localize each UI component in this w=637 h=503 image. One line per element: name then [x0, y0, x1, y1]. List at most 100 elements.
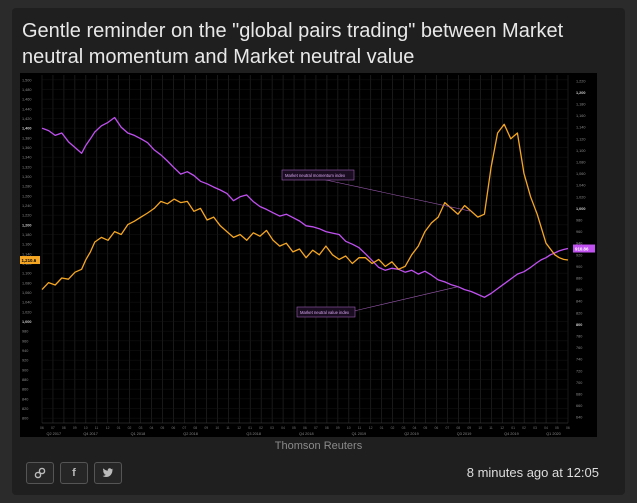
- twitter-share-button[interactable]: [94, 462, 122, 484]
- right-axis-tick-label: 1,120: [576, 137, 586, 141]
- x-axis-month-tick: 04: [281, 426, 285, 430]
- x-axis-month-tick: 04: [413, 426, 417, 430]
- x-axis-month-tick: 07: [445, 426, 449, 430]
- left-axis-tick-label: 1,160: [22, 243, 32, 247]
- x-axis-month-tick: 08: [325, 426, 329, 430]
- left-axis-tick-label: 800: [22, 417, 28, 421]
- right-axis-tick-label: 860: [576, 288, 582, 292]
- x-axis-month-tick: 05: [292, 426, 296, 430]
- x-axis-quarter-label: Q1 2018: [131, 432, 146, 436]
- momentum-annotation-label: Market neutral momentum index: [285, 173, 346, 178]
- x-axis-month-tick: 01: [248, 426, 252, 430]
- right-axis-tick-label: 740: [576, 358, 582, 362]
- momentum-annotation-leader: [311, 176, 472, 212]
- right-axis-tick-label: 1,220: [576, 79, 586, 83]
- left-axis-tick-label: 1,240: [22, 204, 32, 208]
- right-axis-tick-label: 660: [576, 404, 582, 408]
- left-axis-tick-label: 900: [22, 368, 28, 372]
- x-axis-quarter-label: Q1 2020: [546, 432, 561, 436]
- left-axis-tick-label: 1,500: [22, 78, 32, 82]
- left-axis-tick-label: 1,180: [22, 233, 32, 237]
- right-axis-tick-label: 840: [576, 300, 582, 304]
- copy-link-button[interactable]: [26, 462, 54, 484]
- left-axis-tick-label: 1,380: [22, 136, 32, 140]
- left-value-badge-text: 1,210.6: [22, 258, 37, 263]
- facebook-share-button[interactable]: f: [60, 462, 88, 484]
- left-axis-tick-label: 1,220: [22, 214, 32, 218]
- x-axis-month-tick: 12: [500, 426, 504, 430]
- right-axis-tick-label: 1,020: [576, 195, 586, 199]
- x-axis-quarter-label: Q4 2019: [504, 432, 519, 436]
- left-axis-tick-label: 1,080: [22, 281, 32, 285]
- right-value-badge-text: 910.86: [575, 247, 589, 252]
- x-axis-month-tick: 02: [391, 426, 395, 430]
- x-axis-month-tick: 08: [62, 426, 66, 430]
- x-axis-month-tick: 03: [533, 426, 537, 430]
- x-axis-month-tick: 12: [369, 426, 373, 430]
- x-axis-month-tick: 06: [566, 426, 570, 430]
- left-axis-tick-label: 940: [22, 349, 28, 353]
- x-axis-month-tick: 07: [182, 426, 186, 430]
- right-axis-tick-label: 720: [576, 369, 582, 373]
- x-axis-month-tick: 10: [84, 426, 88, 430]
- right-axis-tick-label: 1,080: [576, 161, 586, 165]
- right-axis-tick-label: 760: [576, 346, 582, 350]
- left-axis-tick-label: 1,000: [22, 320, 32, 324]
- x-axis-month-tick: 07: [51, 426, 55, 430]
- left-axis-tick-label: 1,360: [22, 146, 32, 150]
- left-axis-tick-label: 1,200: [22, 223, 32, 227]
- x-axis-month-tick: 10: [478, 426, 482, 430]
- x-axis-quarter-label: Q4 2018: [299, 432, 314, 436]
- x-axis-quarter-label: Q3 2019: [457, 432, 472, 436]
- x-axis-month-tick: 05: [424, 426, 428, 430]
- left-axis-tick-label: 960: [22, 339, 28, 343]
- right-axis-tick-label: 1,180: [576, 103, 586, 107]
- left-axis-tick-label: 1,100: [22, 272, 32, 276]
- x-axis-month-tick: 02: [259, 426, 263, 430]
- x-axis-month-tick: 11: [489, 426, 493, 430]
- x-axis-month-tick: 07: [314, 426, 318, 430]
- x-axis-quarter-label: Q1 2019: [352, 432, 367, 436]
- right-axis-tick-label: 920: [576, 253, 582, 257]
- x-axis-month-tick: 12: [237, 426, 241, 430]
- twitter-bird-icon: [102, 468, 114, 477]
- x-axis-month-tick: 10: [215, 426, 219, 430]
- link-icon: [34, 467, 46, 479]
- x-axis-month-tick: 01: [117, 426, 121, 430]
- value-annotation-box: [296, 306, 356, 318]
- x-axis-month-tick: 01: [380, 426, 384, 430]
- timestamp: 8 minutes ago at 12:05: [466, 465, 599, 480]
- momentum-index-line: [41, 123, 569, 291]
- right-axis-tick-label: 900: [576, 265, 582, 269]
- x-axis-month-tick: 03: [139, 426, 143, 430]
- left-axis-tick-label: 1,300: [22, 175, 32, 179]
- right-axis-tick-label: 1,060: [576, 172, 586, 176]
- left-axis-tick-label: 1,060: [22, 291, 32, 295]
- x-axis-quarter-label: Q2 2017: [47, 432, 62, 436]
- x-axis-month-tick: 08: [193, 426, 197, 430]
- x-axis-month-tick: 09: [336, 426, 340, 430]
- value-annotation-leader: [353, 286, 459, 312]
- right-axis-tick-label: 1,040: [576, 184, 586, 188]
- x-axis-month-tick: 12: [106, 426, 110, 430]
- chart-title: Gentle reminder on the "global pairs tra…: [22, 20, 564, 68]
- right-axis-tick-label: 1,140: [576, 126, 586, 130]
- left-axis-tick-label: 1,040: [22, 301, 32, 305]
- x-axis-month-tick: 03: [270, 426, 274, 430]
- right-axis-tick-label: 960: [576, 230, 582, 234]
- x-axis-month-tick: 05: [161, 426, 165, 430]
- right-axis-tick-label: 1,200: [576, 91, 586, 95]
- left-axis-tick-label: 1,260: [22, 194, 32, 198]
- left-axis-tick-label: 1,340: [22, 156, 32, 160]
- right-axis-tick-label: 820: [576, 311, 582, 315]
- left-axis-tick-label: 880: [22, 378, 28, 382]
- value-index-line: [41, 116, 569, 298]
- x-axis-month-tick: 05: [555, 426, 559, 430]
- left-axis-tick-label: 980: [22, 330, 28, 334]
- right-axis-tick-label: 640: [576, 416, 582, 420]
- facebook-icon: f: [72, 467, 76, 479]
- left-axis-tick-label: 1,320: [22, 165, 32, 169]
- right-axis-tick-label: 680: [576, 393, 582, 397]
- x-axis-month-tick: 06: [303, 426, 307, 430]
- right-axis-tick-label: 1,100: [576, 149, 586, 153]
